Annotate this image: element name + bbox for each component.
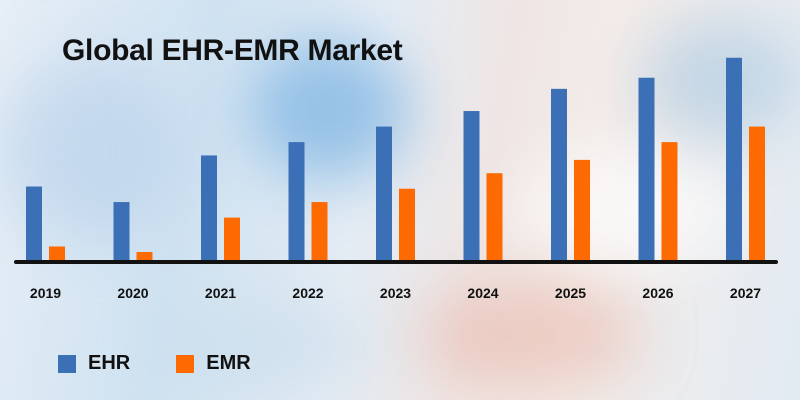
bar-emr-2021 (224, 217, 240, 262)
background-blur (420, 280, 640, 390)
bar-emr-2020 (136, 252, 153, 262)
bar-ehr-2025 (551, 88, 567, 262)
legend-item-emr: EMR (176, 352, 251, 375)
legend-label-emr: EMR (206, 352, 251, 374)
legend: EHR EMR (58, 352, 297, 375)
x-tick-label: 2023 (380, 285, 411, 301)
bar-emr-2022 (311, 202, 328, 262)
background-blur (640, 20, 800, 140)
x-tick-label: 2026 (642, 285, 673, 301)
bar-ehr-2023 (376, 126, 392, 262)
bar-ehr-2027 (726, 57, 742, 263)
bar-ehr-2022 (288, 142, 305, 262)
legend-swatch-emr (176, 354, 195, 373)
x-tick-label: 2027 (730, 285, 761, 301)
bar-emr-2026 (661, 142, 678, 262)
legend-item-ehr: EHR (58, 352, 130, 375)
background-blur (150, 300, 370, 390)
bar-ehr-2019 (26, 186, 42, 262)
bar-emr-2023 (399, 188, 415, 262)
bar-emr-2024 (486, 173, 503, 262)
x-tick-label: 2022 (292, 285, 323, 301)
x-tick-label: 2019 (30, 285, 61, 301)
x-tick-label: 2021 (205, 285, 236, 301)
x-tick-label: 2024 (467, 285, 498, 301)
bar-emr-2025 (574, 159, 590, 262)
bar-ehr-2024 (463, 111, 480, 262)
bar-emr-2019 (49, 246, 65, 262)
x-tick-label: 2020 (117, 285, 148, 301)
legend-label-ehr: EHR (88, 352, 131, 374)
chart-title: Global EHR-EMR Market (62, 34, 403, 67)
bar-ehr-2026 (638, 77, 655, 263)
bar-emr-2027 (749, 126, 765, 262)
legend-swatch-ehr (58, 354, 76, 373)
bar-ehr-2021 (201, 155, 217, 262)
bar-ehr-2020 (113, 202, 130, 262)
x-tick-label: 2025 (555, 285, 586, 301)
